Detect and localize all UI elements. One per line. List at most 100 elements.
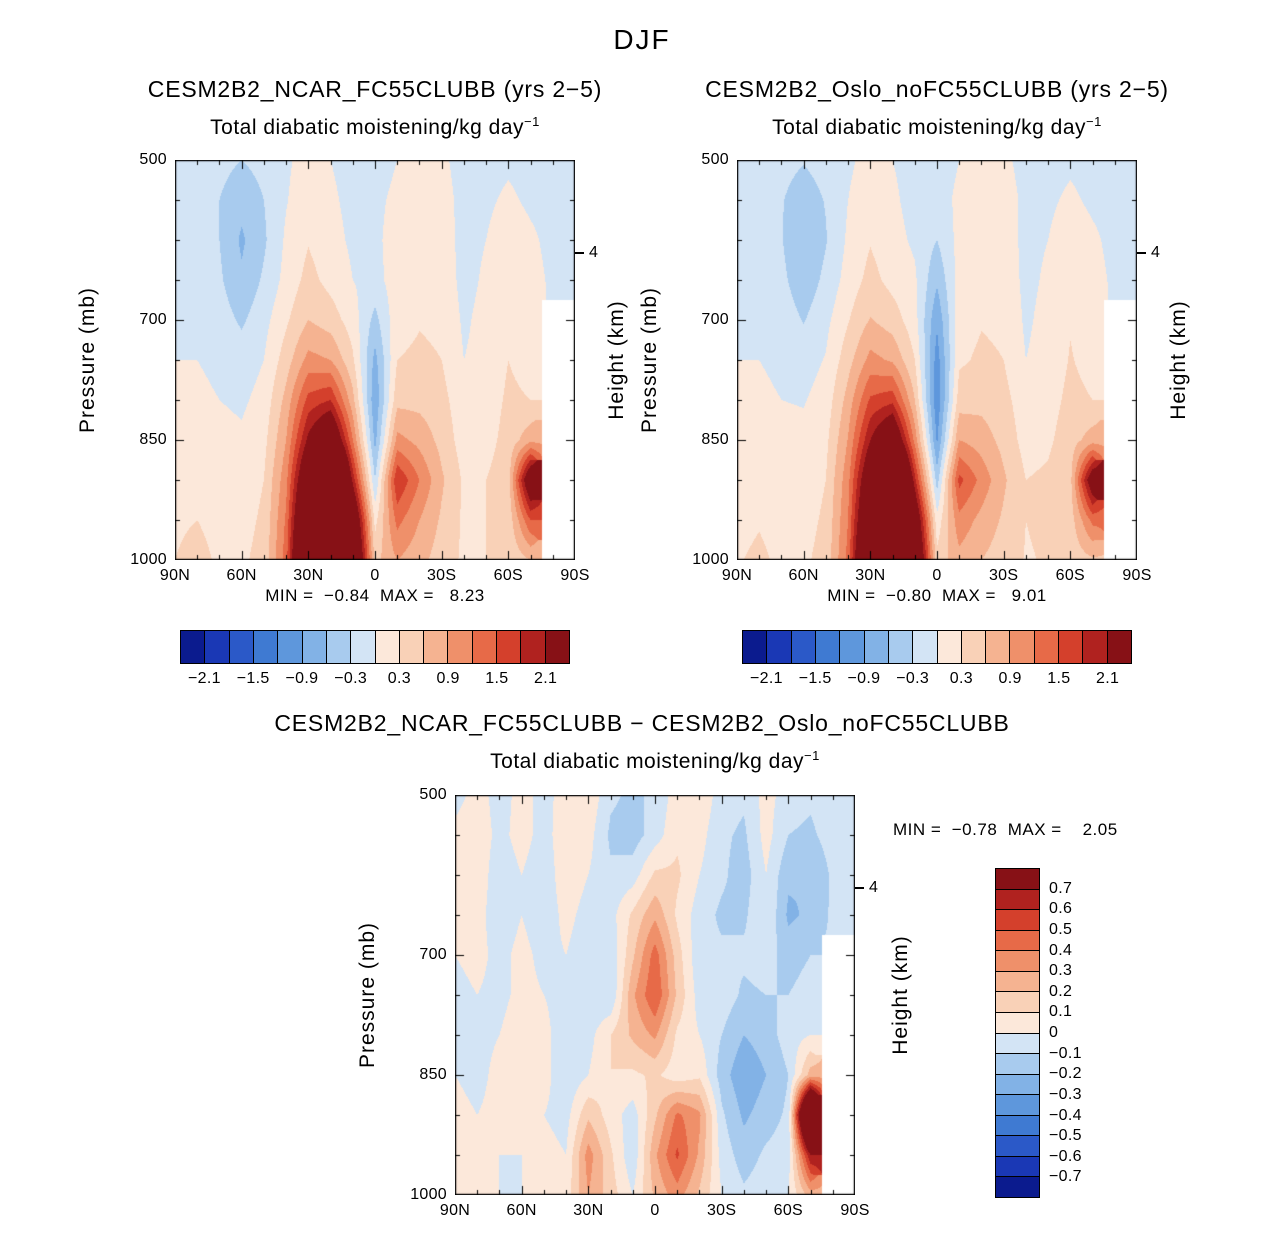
y-tick-label: 700	[139, 311, 167, 328]
colorbar-cell	[996, 1095, 1039, 1116]
colorbar-cell	[996, 869, 1039, 890]
colorbar-cell	[937, 631, 962, 663]
colorbar-cell	[1034, 631, 1060, 663]
x-tick-label: 90N	[439, 1202, 471, 1219]
y-tick-label: 1000	[410, 1186, 447, 1203]
colorbar-tick-label: 0.9	[436, 670, 460, 687]
colorbar-cell	[375, 631, 400, 663]
colorbar-tick-label: −0.4	[1049, 1106, 1082, 1124]
height-tick-ncar	[575, 252, 584, 254]
y-axis-label-oslo: Pressure (mb)	[638, 286, 661, 434]
colorbar-cell	[229, 631, 254, 663]
y-tick-label: 700	[701, 311, 729, 328]
colorbar-cell	[253, 631, 279, 663]
colorbar-tick-label: −0.3	[334, 670, 368, 687]
panel-subtitle-diff: Total diabatic moisteningg/kg day−1	[490, 748, 820, 774]
colorbar	[180, 630, 570, 664]
x-tick-label: 90S	[560, 567, 590, 584]
colorbar-cell	[278, 631, 303, 663]
colorbar-cell	[1059, 631, 1084, 663]
colorbar-cell	[840, 631, 865, 663]
y-tick-label: 1000	[692, 551, 729, 568]
colorbar-tick-label: −1.5	[798, 670, 832, 687]
y-tick-label: 850	[701, 431, 729, 448]
colorbar-tick-label: 0.6	[1049, 900, 1073, 918]
height-tick-label-oslo: 4	[1151, 244, 1161, 261]
colorbar-cell	[448, 631, 473, 663]
colorbar-cell	[996, 910, 1039, 931]
colorbar-tick-label: −0.3	[1049, 1085, 1082, 1103]
colorbar-tick-label: 1.5	[485, 670, 509, 687]
minmax-label-ncar: MIN = −0.84 MAX = 8.23	[265, 586, 485, 605]
colorbar-cell	[1010, 631, 1035, 663]
y-tick-label: 850	[139, 431, 167, 448]
x-tick-label: 60S	[773, 1202, 804, 1219]
colorbar-cell	[205, 631, 230, 663]
colorbar-tick-label: 0	[1049, 1024, 1059, 1041]
x-tick-label: 30N	[293, 567, 324, 584]
colorbar-tick-label: −0.5	[1049, 1127, 1082, 1145]
x-tick-label: 60S	[1055, 567, 1086, 584]
colorbar-cell	[996, 889, 1039, 911]
x-tick-label: 30N	[855, 567, 886, 584]
x-tick-label: 30N	[573, 1202, 604, 1219]
panel-subtitle-oslo: Total diabatic moisteningg/kg day−1	[772, 114, 1102, 140]
colorbar-tick-label: 2.1	[534, 670, 558, 687]
colorbar-tick-label: 0.9	[998, 670, 1022, 687]
colorbar-cell	[996, 1054, 1039, 1075]
colorbar-cell	[302, 631, 327, 663]
colorbar-cell	[986, 631, 1011, 663]
colorbar-tick-label: −0.3	[896, 670, 930, 687]
colorbar-cell	[996, 992, 1039, 1013]
colorbar-tick-label: −1.5	[236, 670, 270, 687]
colorbar-tick-label: 0.7	[1049, 879, 1073, 897]
colorbar-cell	[996, 1177, 1039, 1197]
x-tick-label: 60N	[226, 567, 257, 584]
colorbar-tick-label: −0.9	[285, 670, 319, 687]
subtitle-exponent: −1	[804, 748, 820, 763]
subtitle-exponent: −1	[524, 114, 540, 129]
x-tick-label: 60N	[506, 1202, 537, 1219]
contour-canvas	[455, 795, 855, 1195]
colorbar-tick-label: 0.3	[387, 670, 411, 687]
colorbar-tick-label: −2.1	[749, 670, 783, 687]
colorbar-cell	[996, 1136, 1039, 1157]
colorbar-cell	[996, 1033, 1039, 1055]
colorbar-tick-label: −0.6	[1049, 1147, 1082, 1165]
subtitle-exponent: −1	[1086, 114, 1102, 129]
x-tick-label: 90N	[721, 567, 753, 584]
colorbar-tick-label: −0.1	[1049, 1044, 1082, 1062]
colorbar-tick-label: 0.1	[1049, 1003, 1073, 1021]
colorbar-tick-label: 0.2	[1049, 982, 1073, 1000]
y-tick-label: 500	[139, 151, 167, 168]
colorbar-tick-label: −0.7	[1049, 1168, 1082, 1186]
colorbar-cell	[791, 631, 816, 663]
y-tick-label: 500	[701, 151, 729, 168]
colorbar-cell	[472, 631, 498, 663]
panel-title-ncar: CESM2B2_NCAR_FC55CLUBB (yrs 2−5)	[147, 76, 603, 102]
colorbar-tick-label: 1.5	[1047, 670, 1071, 687]
colorbar-cell	[1083, 631, 1108, 663]
subtitle-text: Total diabatic moistening	[490, 750, 733, 773]
colorbar-cell	[743, 631, 768, 663]
colorbar-tick-label: 0.3	[1049, 962, 1073, 980]
height-tick-label-diff: 4	[869, 879, 879, 896]
y-tick-label: 700	[419, 946, 447, 963]
panel-subtitle-ncar: Total diabatic moisteningg/kg day−1	[210, 114, 540, 140]
colorbar	[742, 630, 1132, 664]
height-axis-label-ncar: Height (km)	[605, 300, 628, 420]
colorbar-cell	[996, 971, 1039, 993]
height-axis-label-oslo: Height (km)	[1167, 300, 1190, 420]
y-tick-label: 500	[419, 786, 447, 803]
height-tick-diff	[855, 887, 864, 889]
colorbar-cell	[996, 1012, 1039, 1034]
colorbar-cell	[888, 631, 914, 663]
colorbar	[995, 868, 1040, 1198]
x-tick-label: 0	[370, 567, 380, 584]
colorbar-cell	[815, 631, 841, 663]
height-tick-label-ncar: 4	[589, 244, 599, 261]
colorbar-cell	[545, 631, 569, 663]
subtitle-units: g/kg day	[720, 750, 805, 773]
x-tick-label: 30S	[706, 1202, 737, 1219]
